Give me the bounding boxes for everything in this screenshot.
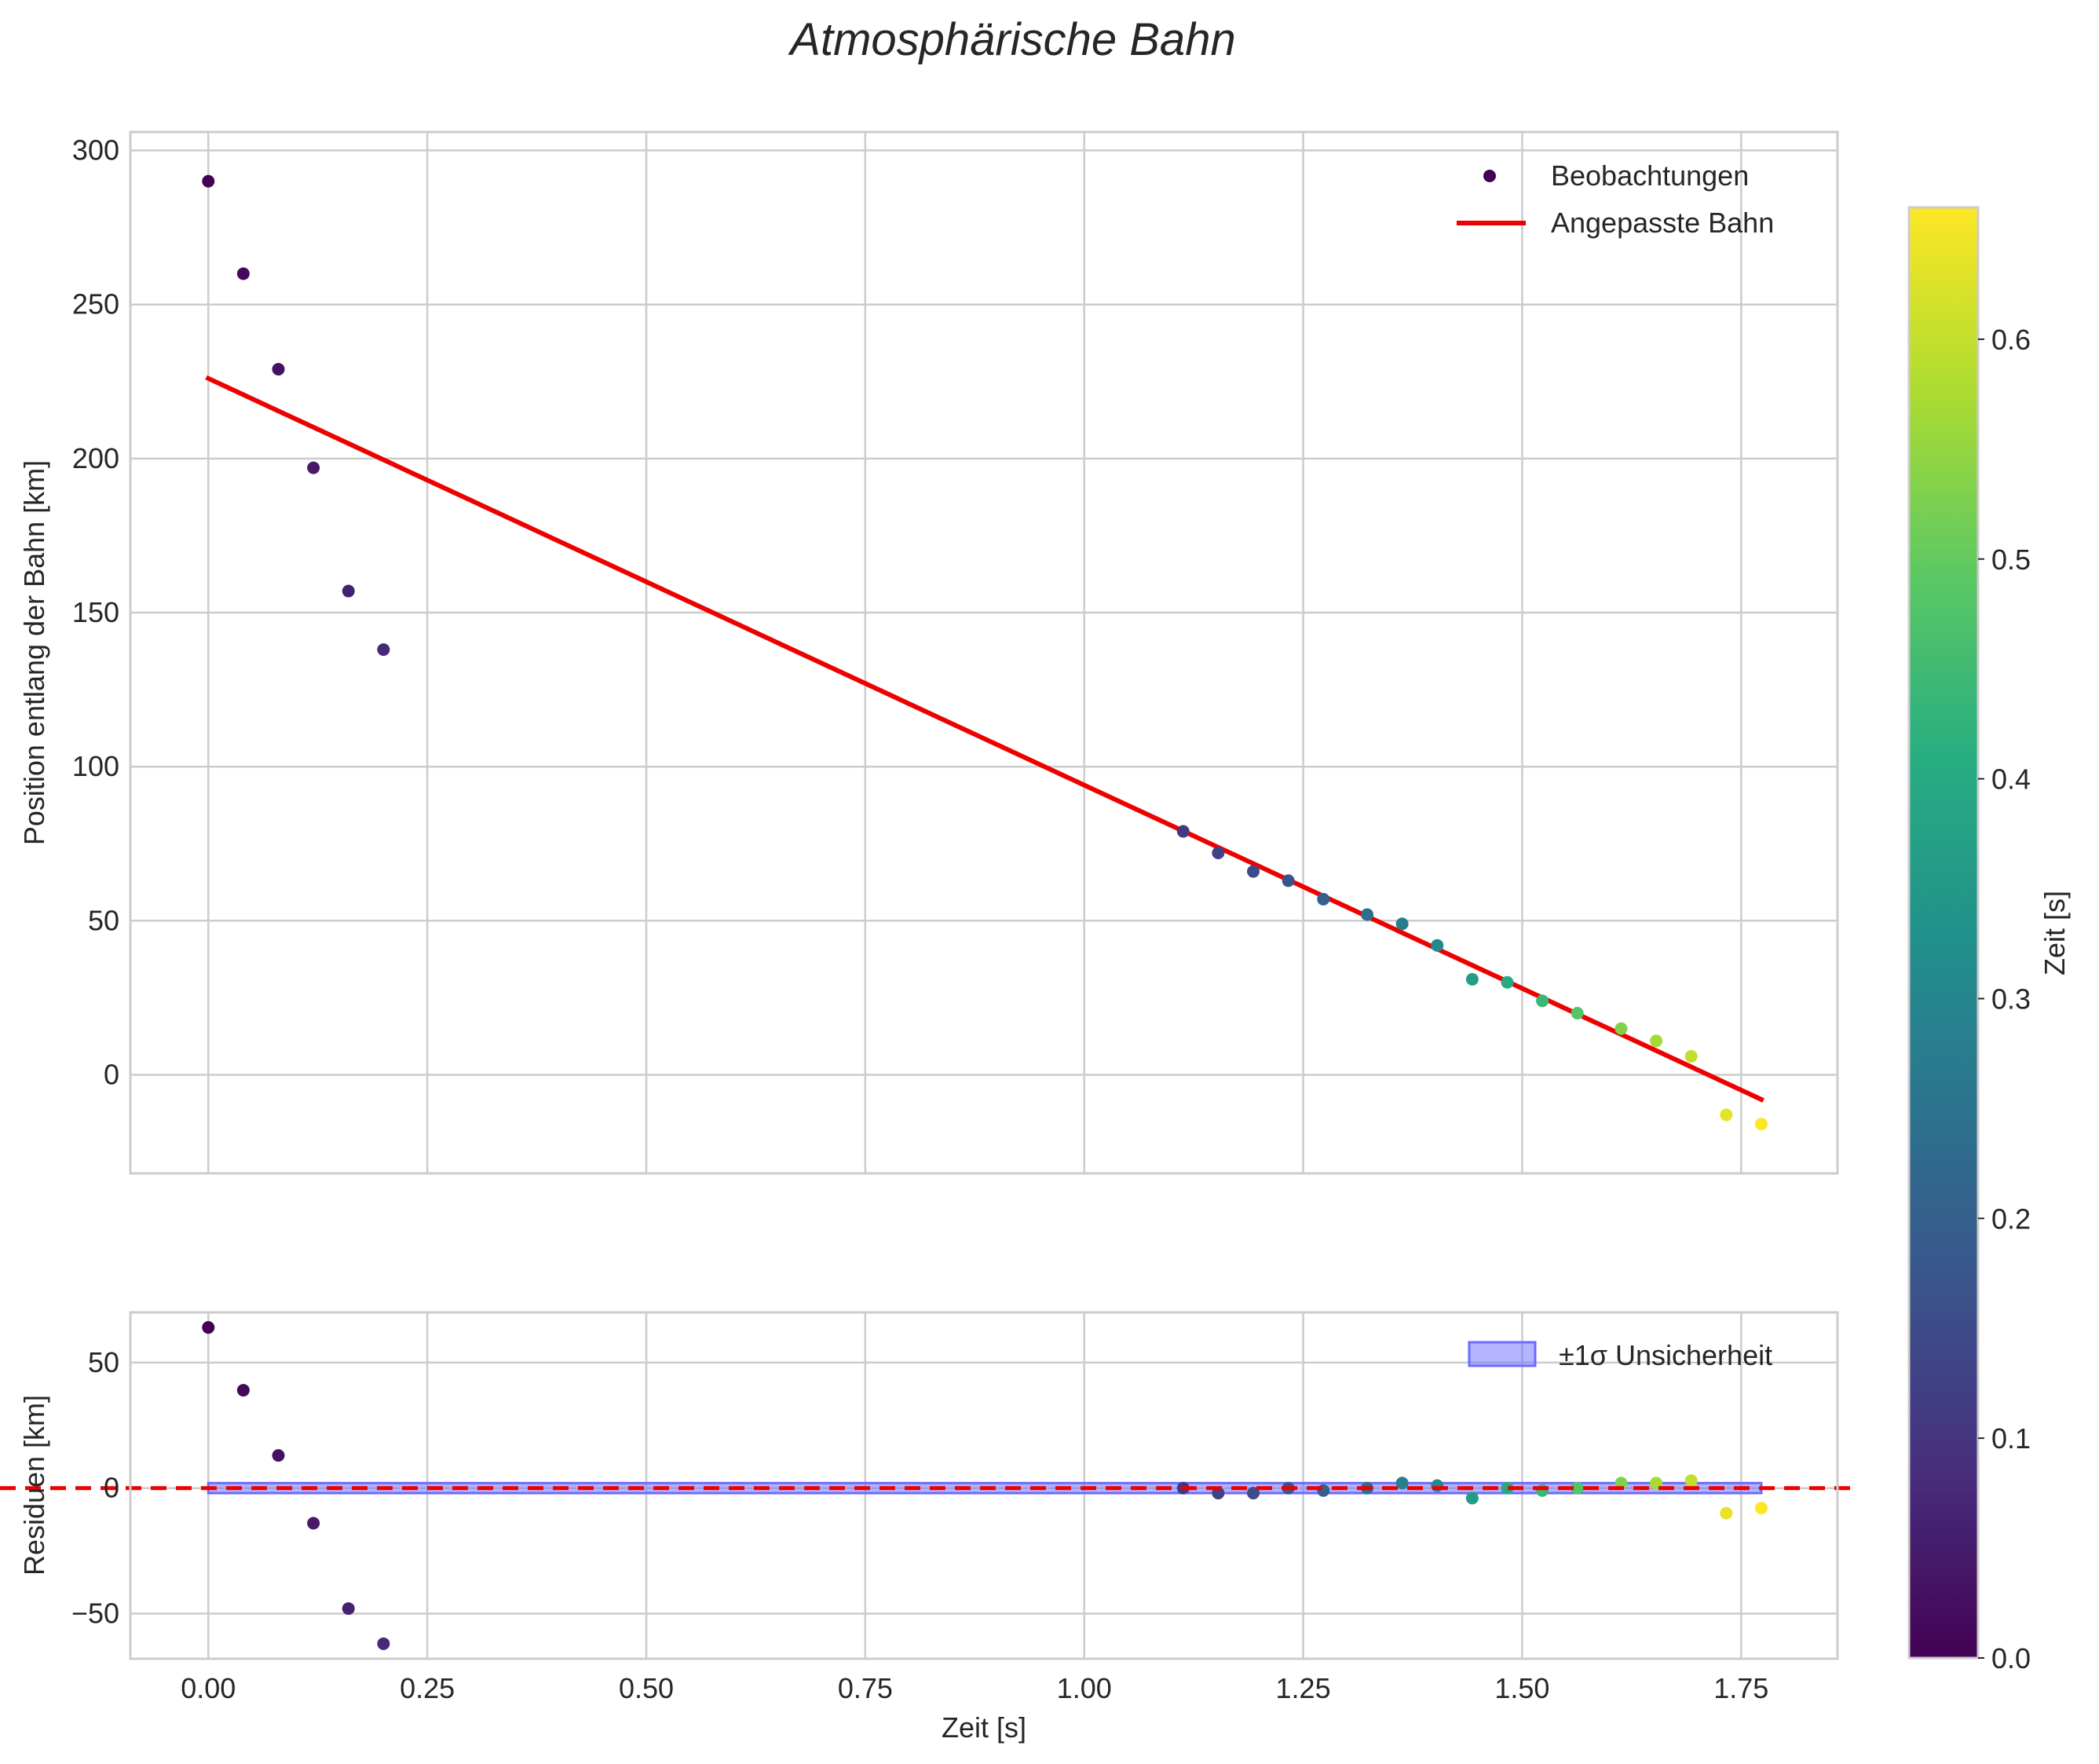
observation-point: [1431, 939, 1444, 952]
observation-point: [236, 267, 250, 280]
residual-point: [1571, 1481, 1584, 1495]
residual-x-tick-label: 0.00: [181, 1672, 236, 1704]
observation-point: [272, 363, 285, 376]
colorbar-gradient: [1909, 207, 1978, 1658]
residual-x-tick-label: 0.25: [400, 1672, 455, 1704]
main-y-tick-label: 0: [104, 1058, 119, 1090]
main-y-tick-label: 100: [72, 750, 119, 782]
fit-line: [205, 375, 1764, 1103]
residual-x-tick-label: 1.50: [1494, 1672, 1549, 1704]
residual-x-tick-label: 1.25: [1276, 1672, 1331, 1704]
legend-uncertainty-label: ±1σ Unsicherheit: [1559, 1339, 1772, 1371]
observation-point: [1361, 908, 1374, 921]
x-axis-label: Zeit [s]: [942, 1711, 1026, 1744]
observation-point: [1614, 1022, 1628, 1035]
observation-point: [1571, 1007, 1584, 1019]
main-y-tick-label: 150: [72, 596, 119, 628]
observation-point: [342, 584, 355, 598]
colorbar-tick-label: 0.2: [1991, 1202, 2031, 1235]
residual-point: [1720, 1506, 1733, 1520]
main-y-tick-labels: 0 50 100 150 200 250 300: [72, 134, 119, 1091]
colorbar-tick-label: 0.5: [1991, 543, 2031, 576]
colorbar: 0.0 0.1 0.2 0.3 0.4 0.5 0.6 Zeit [s]: [1907, 206, 2071, 1674]
observation-point: [1395, 917, 1409, 931]
observation-point: [1754, 1118, 1768, 1131]
residual-axes-frame: [129, 1311, 1839, 1660]
residual-y-tick-labels: −50 0 50: [71, 1346, 119, 1630]
main-y-tick-label: 50: [88, 904, 119, 936]
residual-point: [236, 1384, 250, 1397]
figure-title: Atmosphärische Bahn: [788, 14, 1235, 65]
residual-legend: ±1σ Unsicherheit: [1468, 1339, 1772, 1371]
residual-y-tick-label: 50: [88, 1346, 119, 1378]
colorbar-tick-label: 0.3: [1991, 983, 2031, 1015]
residual-point: [1684, 1474, 1698, 1488]
residual-x-tick-labels: 0.00 0.25 0.50 0.75 1.00 1.25 1.50 1.75: [181, 1672, 1768, 1704]
residual-point: [1465, 1491, 1479, 1505]
observation-point: [1720, 1108, 1733, 1122]
legend-beobachtungen-label: Beobachtungen: [1551, 159, 1749, 192]
residual-point: [307, 1517, 320, 1530]
colorbar-frame: [1907, 206, 1980, 1660]
observation-point: [377, 643, 390, 657]
residual-y-tick-label: −50: [71, 1597, 119, 1629]
main-y-tick-label: 200: [72, 442, 119, 474]
colorbar-tick-label: 0.6: [1991, 324, 2031, 356]
observation-point: [1317, 892, 1330, 906]
legend-uncertainty-swatch: [1468, 1341, 1537, 1367]
main-y-tick-label: 300: [72, 134, 119, 167]
main-y-tick-label: 250: [72, 288, 119, 320]
observation-point: [1684, 1049, 1698, 1063]
observation-point: [1212, 847, 1225, 859]
observation-point: [202, 174, 215, 188]
residual-x-tick-label: 0.50: [619, 1672, 674, 1704]
main-legend: Beobachtungen Angepasste Bahn: [1457, 159, 1774, 239]
legend-beobachtungen-marker: [1483, 170, 1496, 182]
colorbar-tick-label: 0.4: [1991, 763, 2031, 796]
main-marks: [202, 174, 1768, 1131]
colorbar-tick-labels: 0.0 0.1 0.2 0.3 0.4 0.5 0.6: [1978, 324, 2031, 1674]
colorbar-tick-label: 0.0: [1991, 1642, 2031, 1674]
observation-point: [1536, 994, 1549, 1008]
observation-point: [1176, 825, 1190, 838]
observation-point: [1282, 874, 1295, 887]
residual-point: [202, 1321, 215, 1334]
observation-point: [1465, 972, 1479, 986]
main-plot: 0 50 100 150 200 250 300 Position entlang der …: [18, 130, 1839, 1175]
main-axes-frame: [129, 130, 1839, 1175]
residual-point: [1754, 1502, 1768, 1515]
main-y-axis-label: Position entlang der Bahn [km]: [18, 460, 50, 845]
observation-point: [1501, 975, 1514, 989]
residual-marks: [202, 1321, 1768, 1650]
residual-point: [272, 1449, 285, 1462]
colorbar-tick-label: 0.1: [1991, 1422, 2031, 1455]
residual-point: [1395, 1477, 1409, 1490]
colorbar-label: Zeit [s]: [2039, 891, 2071, 975]
residual-y-axis-label: Residuen [km]: [18, 1395, 50, 1576]
observation-point: [307, 461, 320, 474]
residual-point: [377, 1637, 390, 1650]
observation-point: [1246, 865, 1260, 878]
residual-x-tick-label: 1.00: [1057, 1672, 1112, 1704]
main-grid: [130, 132, 1838, 1173]
observation-point: [1650, 1034, 1663, 1048]
residual-x-tick-label: 0.75: [838, 1672, 893, 1704]
residual-x-tick-label: 1.75: [1713, 1672, 1768, 1704]
legend-fit-label: Angepasste Bahn: [1551, 207, 1774, 239]
residual-point: [342, 1602, 355, 1616]
residual-point: [1501, 1481, 1514, 1495]
residual-point: [1246, 1487, 1260, 1500]
residual-y-tick-label: 0: [104, 1472, 119, 1504]
